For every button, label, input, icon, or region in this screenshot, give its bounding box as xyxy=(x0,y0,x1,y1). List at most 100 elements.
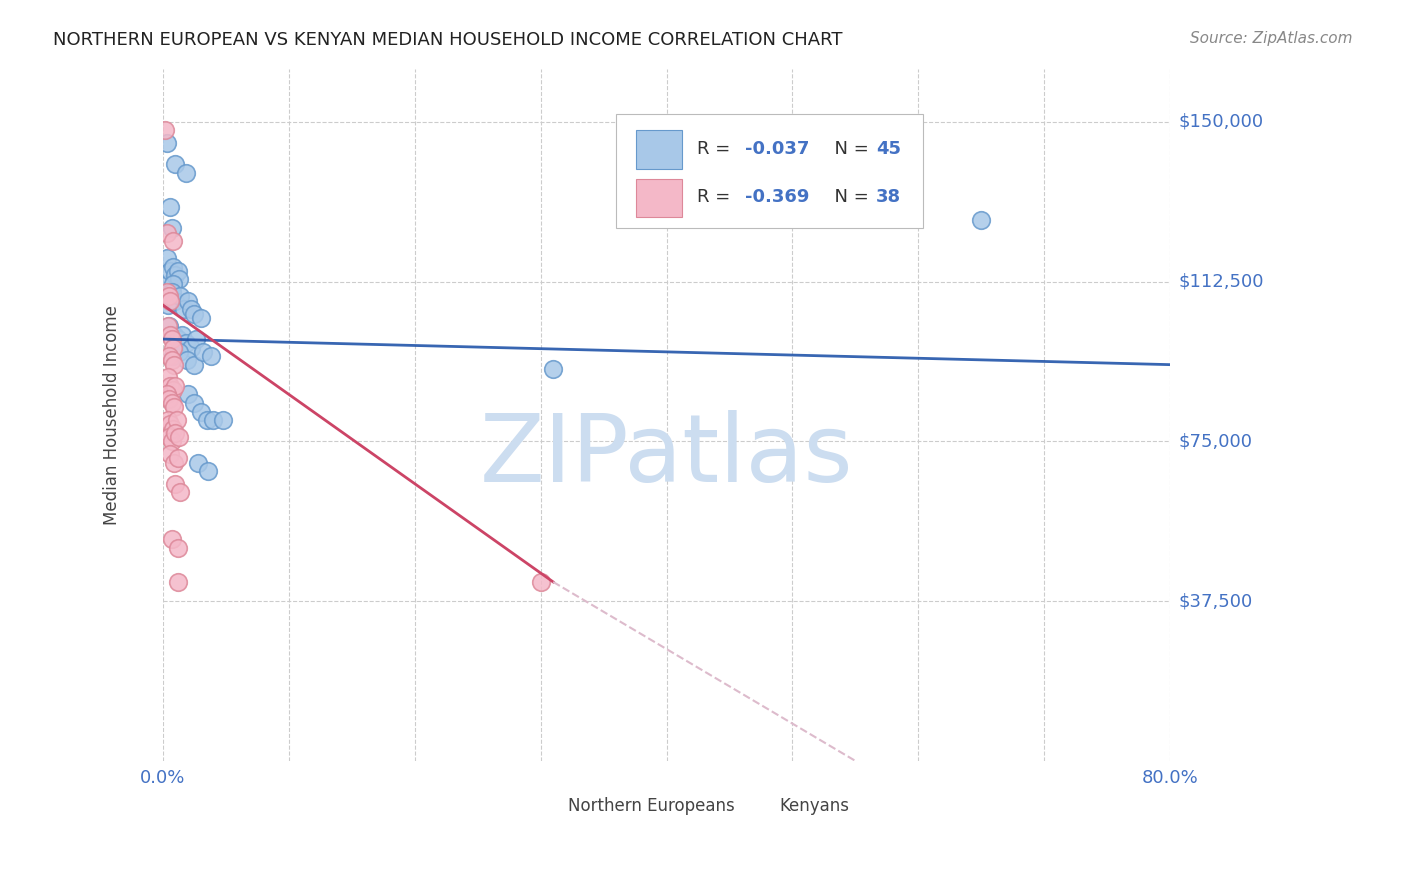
Point xyxy=(165,379,187,393)
Point xyxy=(159,264,181,278)
Point xyxy=(162,383,184,397)
Text: R =: R = xyxy=(697,140,735,158)
Point xyxy=(180,341,202,355)
Point xyxy=(160,221,183,235)
Point xyxy=(174,336,197,351)
Point xyxy=(970,212,993,227)
Point xyxy=(174,166,197,180)
Point xyxy=(162,260,184,274)
Point xyxy=(159,200,181,214)
Point xyxy=(167,574,190,589)
Point xyxy=(163,401,186,415)
Point xyxy=(197,464,219,478)
Point xyxy=(160,353,183,368)
Text: N =: N = xyxy=(823,140,875,158)
Point xyxy=(165,477,187,491)
Point xyxy=(165,425,187,440)
Point xyxy=(165,268,187,282)
Point xyxy=(169,485,191,500)
Point xyxy=(156,226,179,240)
Point xyxy=(157,392,180,406)
Point xyxy=(159,379,181,393)
Point xyxy=(162,349,184,363)
Point xyxy=(160,533,183,547)
Point xyxy=(167,451,190,466)
Point xyxy=(157,430,180,444)
Point xyxy=(195,413,218,427)
Point xyxy=(183,358,205,372)
Point xyxy=(167,344,190,359)
Point xyxy=(155,123,177,137)
Point xyxy=(190,404,212,418)
Point xyxy=(170,327,193,342)
Point xyxy=(167,264,190,278)
Point xyxy=(177,293,200,308)
Point xyxy=(156,370,179,384)
Point xyxy=(156,413,179,427)
Point xyxy=(173,302,195,317)
Point xyxy=(530,574,553,589)
Point xyxy=(200,349,222,363)
Bar xyxy=(516,792,561,820)
Text: Median Household Income: Median Household Income xyxy=(104,305,121,524)
Point xyxy=(156,136,179,150)
Point xyxy=(180,302,202,317)
Bar xyxy=(637,130,682,169)
Bar xyxy=(727,792,772,820)
Point xyxy=(162,234,184,248)
Point xyxy=(167,430,190,444)
Point xyxy=(166,413,188,427)
Point xyxy=(163,358,186,372)
Point xyxy=(167,272,190,286)
Point xyxy=(160,332,183,346)
Text: $112,500: $112,500 xyxy=(1178,273,1264,291)
Text: $150,000: $150,000 xyxy=(1178,112,1264,131)
Point xyxy=(157,289,180,303)
Text: -0.369: -0.369 xyxy=(745,188,810,206)
Text: N =: N = xyxy=(823,188,875,206)
Point xyxy=(156,298,179,312)
Point xyxy=(156,251,179,265)
Point xyxy=(159,293,181,308)
Point xyxy=(157,349,180,363)
Point xyxy=(169,289,191,303)
Point xyxy=(156,319,179,334)
Point xyxy=(159,417,181,432)
Text: 38: 38 xyxy=(876,188,901,206)
Point xyxy=(159,327,181,342)
Point xyxy=(162,277,184,291)
Text: Kenyans: Kenyans xyxy=(779,797,849,815)
FancyBboxPatch shape xyxy=(616,113,924,227)
Point xyxy=(184,332,207,346)
Point xyxy=(176,353,198,368)
Point xyxy=(191,344,214,359)
Point xyxy=(165,293,187,308)
Point xyxy=(183,396,205,410)
Bar xyxy=(637,178,682,217)
Text: -0.037: -0.037 xyxy=(745,140,810,158)
Point xyxy=(162,421,184,435)
Point xyxy=(160,285,183,300)
Text: $37,500: $37,500 xyxy=(1178,592,1253,610)
Point xyxy=(156,277,179,291)
Text: Northern Europeans: Northern Europeans xyxy=(568,797,734,815)
Point xyxy=(167,332,190,346)
Point xyxy=(160,396,183,410)
Text: Source: ZipAtlas.com: Source: ZipAtlas.com xyxy=(1189,31,1353,46)
Point xyxy=(541,362,564,376)
Text: NORTHERN EUROPEAN VS KENYAN MEDIAN HOUSEHOLD INCOME CORRELATION CHART: NORTHERN EUROPEAN VS KENYAN MEDIAN HOUSE… xyxy=(53,31,844,49)
Text: 45: 45 xyxy=(876,140,901,158)
Point xyxy=(157,319,180,334)
Point xyxy=(165,157,187,171)
Point xyxy=(156,285,179,300)
Text: ZIPatlas: ZIPatlas xyxy=(479,410,853,502)
Point xyxy=(156,387,179,401)
Point xyxy=(163,327,186,342)
Point xyxy=(160,434,183,449)
Point xyxy=(159,447,181,461)
Text: $75,000: $75,000 xyxy=(1178,433,1253,450)
Point xyxy=(177,387,200,401)
Point xyxy=(162,341,184,355)
Point xyxy=(212,413,235,427)
Point xyxy=(190,310,212,325)
